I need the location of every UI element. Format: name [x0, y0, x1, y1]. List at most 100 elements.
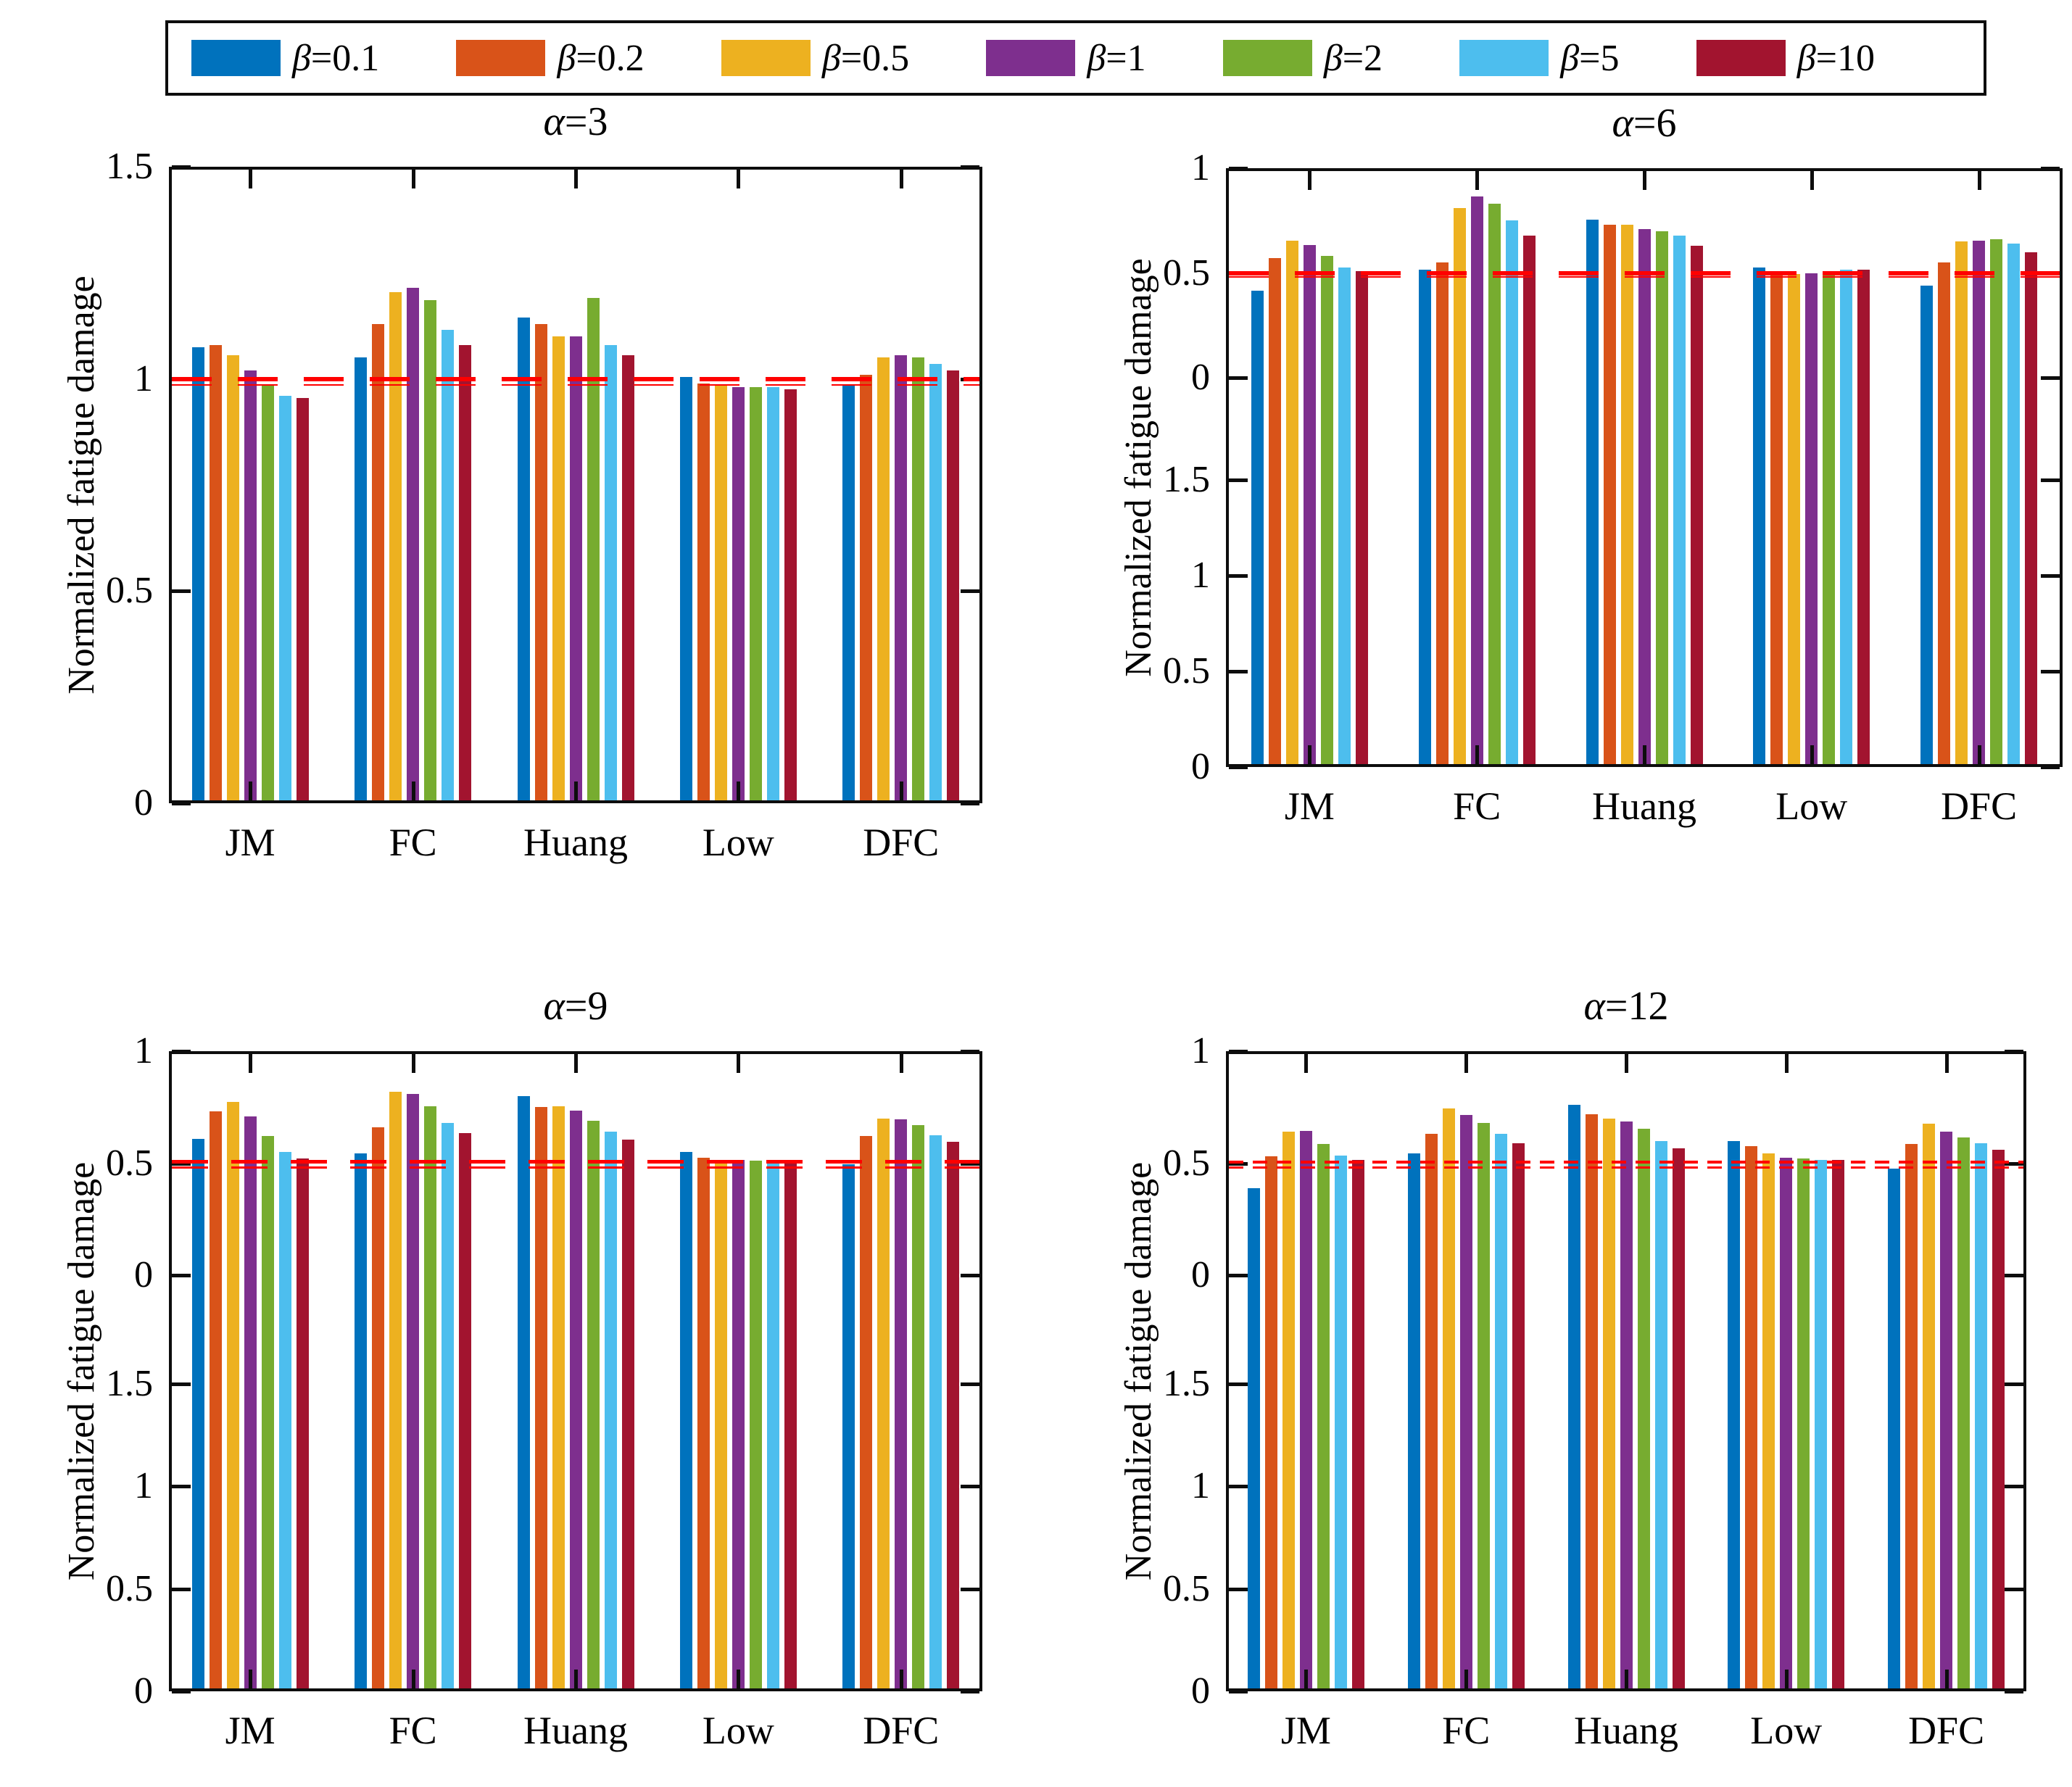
bar-JM-β-10	[1355, 270, 1368, 764]
bar-Low-β-5	[766, 387, 779, 800]
y-tick-mark	[1229, 1161, 1248, 1166]
bar-DFC-β-0.1	[842, 1164, 855, 1688]
x-tick-mark	[737, 781, 741, 800]
y-tick-label: 0.5	[106, 1567, 153, 1609]
bar-group-DFC	[842, 1051, 960, 1688]
y-tick-label: 0.5	[106, 570, 153, 612]
bar-Low-β-1	[732, 387, 745, 800]
bar-JM-β-1	[244, 370, 257, 800]
bar-Low-β-0.2	[697, 1157, 710, 1688]
y-tick-mark	[1229, 1382, 1248, 1387]
bar-group-Low	[1728, 1051, 1845, 1688]
y-tick-mark	[172, 165, 191, 169]
bar-Low-β-1	[1780, 1157, 1793, 1688]
bar-DFC-β-0.5	[1955, 241, 1968, 764]
bar-DFC-β-10	[1992, 1149, 2005, 1688]
legend-swatch	[191, 40, 281, 76]
y-tick-mark	[961, 589, 979, 594]
y-tick-label: 1	[134, 1030, 153, 1071]
x-tick-mark	[1308, 171, 1312, 190]
x-tick-label-JM: JM	[225, 821, 275, 864]
y-tick-mark	[2041, 573, 2060, 578]
panel-title-alpha-6: α=6	[1612, 101, 1677, 146]
x-tick-mark	[1810, 745, 1814, 764]
bar-FC-β-0.2	[372, 1127, 385, 1688]
y-tick-mark	[2005, 1274, 2023, 1278]
bar-Huang-β-5	[604, 1132, 617, 1688]
y-tick-mark	[172, 1050, 191, 1053]
legend-label: β=0.5	[821, 37, 910, 79]
x-tick-mark	[249, 781, 253, 800]
x-tick-label-DFC: DFC	[1908, 1709, 1985, 1752]
y-tick-mark	[961, 802, 979, 805]
x-tick-mark	[1308, 745, 1312, 764]
y-tick-label: 1	[1191, 554, 1210, 596]
y-axis-label: Normalized fatigue damage	[61, 275, 102, 695]
bar-JM-β-0.5	[1282, 1132, 1295, 1688]
bar-Huang-β-0.2	[1603, 225, 1616, 764]
y-tick-label: 1.5	[106, 146, 153, 187]
y-tick-mark	[2005, 1690, 2023, 1693]
bar-Low-β-1	[732, 1159, 745, 1688]
x-tick-mark	[899, 1670, 903, 1688]
bar-JM-β-10	[1351, 1159, 1364, 1688]
bar-JM-β-0.5	[226, 1101, 239, 1688]
bar-JM-β-0.2	[209, 1111, 222, 1688]
bar-FC-β-5	[442, 330, 455, 800]
bar-Huang-β-1	[1638, 228, 1651, 764]
x-tick-mark	[1784, 1054, 1789, 1073]
bar-Huang-β-0.5	[552, 336, 565, 800]
bar-FC-β-10	[1522, 235, 1536, 764]
x-tick-mark	[574, 170, 578, 188]
bar-FC-β-0.1	[1407, 1153, 1420, 1688]
bar-FC-β-5	[1505, 220, 1518, 764]
y-tick-mark	[2005, 1485, 2023, 1489]
bar-Huang-β-0.2	[534, 323, 547, 800]
bar-Huang-β-0.1	[517, 1095, 530, 1688]
y-tick-mark	[172, 1587, 191, 1591]
x-tick-label-FC: FC	[1442, 1709, 1491, 1752]
bar-Low-β-0.2	[697, 383, 710, 800]
x-tick-mark	[1625, 1054, 1628, 1073]
legend-swatch	[456, 40, 546, 76]
y-tick-mark	[1229, 1485, 1248, 1489]
x-tick-mark	[899, 170, 903, 188]
bar-Low-β-2	[749, 387, 762, 800]
x-tick-mark	[737, 1670, 741, 1688]
y-tick-mark	[172, 1382, 191, 1387]
y-tick-mark	[1229, 167, 1248, 170]
legend-swatch	[1696, 40, 1786, 76]
y-tick-mark	[2041, 167, 2060, 170]
bar-DFC-β-0.2	[1938, 262, 1951, 764]
y-tick-mark	[172, 589, 191, 594]
bar-DFC-β-5	[1975, 1143, 1988, 1688]
x-tick-mark	[1475, 171, 1480, 190]
bar-group-DFC	[842, 167, 960, 800]
x-tick-mark	[249, 170, 253, 188]
y-tick-label: 1	[134, 357, 153, 399]
x-tick-mark	[411, 781, 415, 800]
y-tick-mark	[1229, 1587, 1248, 1591]
x-tick-label-Huang: Huang	[1574, 1709, 1678, 1752]
bar-group-FC	[1418, 168, 1536, 764]
x-tick-mark	[1643, 171, 1646, 190]
bar-Huang-β-2	[1637, 1128, 1650, 1688]
x-tick-mark	[1944, 1670, 1949, 1688]
y-tick-mark	[172, 1274, 191, 1278]
legend-label: β=2	[1323, 37, 1383, 79]
bar-JM-β-5	[278, 1152, 291, 1688]
bar-Huang-β-0.5	[1620, 225, 1633, 764]
bar-group-DFC	[1888, 1051, 2005, 1688]
panel-title-alpha-3: α=3	[543, 99, 608, 144]
y-tick-mark	[961, 1485, 979, 1489]
bar-Huang-β-5	[1673, 235, 1686, 764]
y-tick-mark	[1229, 376, 1248, 381]
x-tick-mark	[411, 1670, 415, 1688]
legend-label: β=10	[1797, 37, 1875, 79]
bar-FC-β-10	[459, 344, 472, 800]
bar-FC-β-0.5	[1453, 207, 1466, 764]
reference-line	[1229, 1166, 2023, 1169]
bar-DFC-β-0.2	[1905, 1144, 1918, 1688]
bar-JM-β-0.2	[1268, 258, 1281, 764]
bar-JM-β-2	[261, 385, 274, 800]
